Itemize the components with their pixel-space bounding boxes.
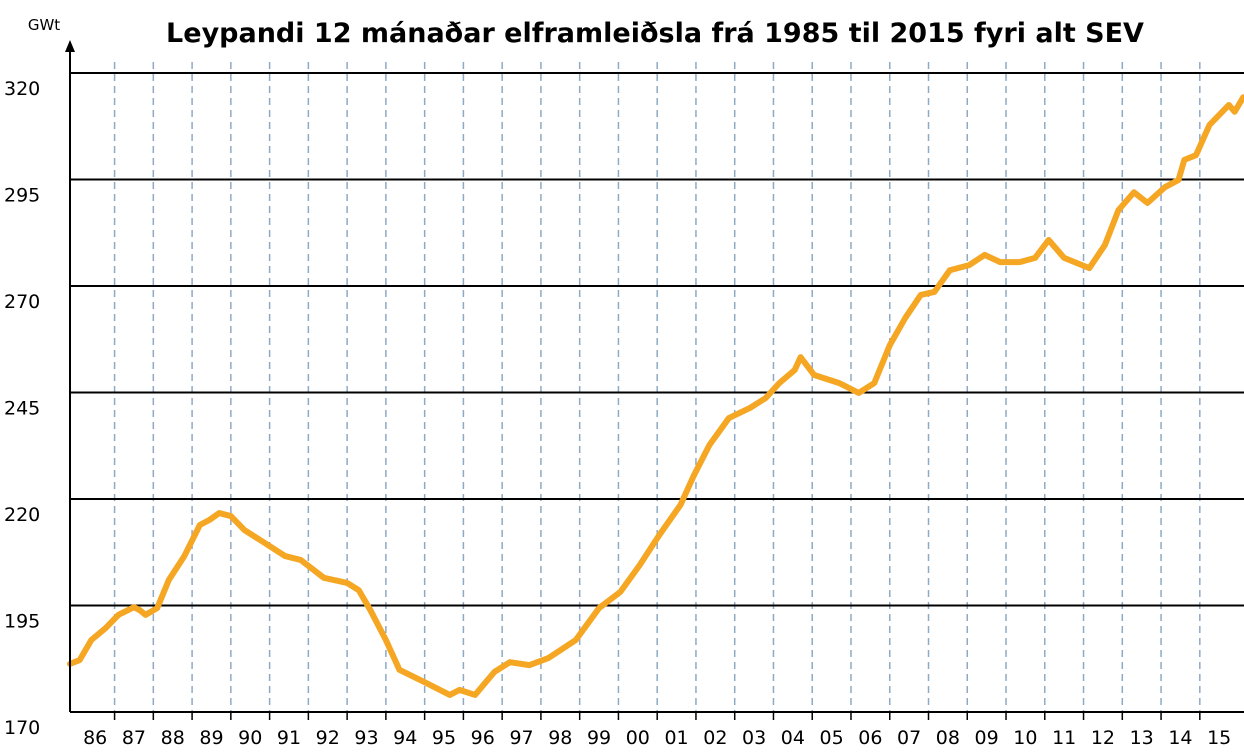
x-tick-label: 98 xyxy=(548,727,572,749)
x-tick-label: 91 xyxy=(277,727,301,749)
x-tick-label: 95 xyxy=(432,727,456,749)
y-tick-label: 245 xyxy=(4,398,40,420)
x-tick-label: 93 xyxy=(354,727,378,749)
x-tick-label: 08 xyxy=(936,727,960,749)
y-axis-label: GWt xyxy=(28,16,60,34)
x-tick-label: 11 xyxy=(1052,727,1076,749)
x-tick-label: 01 xyxy=(664,727,688,749)
x-tick-label: 00 xyxy=(626,727,650,749)
x-tick-label: 10 xyxy=(1013,727,1037,749)
x-tick-label: 07 xyxy=(897,727,921,749)
x-tick-label: 92 xyxy=(316,727,340,749)
chart-title: Leypandi 12 mánaðar elframleiðsla frá 19… xyxy=(166,18,1144,49)
x-tick-label: 87 xyxy=(122,727,146,749)
y-tick-label: 220 xyxy=(4,504,40,526)
x-tick-label: 96 xyxy=(471,727,495,749)
x-tick-label: 09 xyxy=(975,727,999,749)
x-tick-label: 04 xyxy=(781,727,805,749)
x-tick-label: 14 xyxy=(1168,727,1192,749)
x-tick-label: 94 xyxy=(393,727,417,749)
x-tick-label: 99 xyxy=(587,727,611,749)
x-tick-label: 86 xyxy=(83,727,107,749)
x-tick-label: 05 xyxy=(820,727,844,749)
data-line xyxy=(67,94,1244,698)
y-tick-label: 295 xyxy=(4,185,40,207)
y-tick-label: 170 xyxy=(4,717,40,739)
x-tick-label: 03 xyxy=(742,727,766,749)
x-tick-label: 12 xyxy=(1091,727,1115,749)
y-tick-label: 320 xyxy=(4,78,40,100)
x-tick-label: 90 xyxy=(238,727,262,749)
grid xyxy=(70,62,1244,720)
x-tick-label: 13 xyxy=(1130,727,1154,749)
y-tick-label: 195 xyxy=(4,611,40,633)
plot xyxy=(67,94,1244,698)
x-tick-label: 97 xyxy=(509,727,533,749)
x-tick-label: 02 xyxy=(703,727,727,749)
x-tick-label: 89 xyxy=(199,727,223,749)
x-tick-label: 15 xyxy=(1207,727,1231,749)
x-tick-label: 06 xyxy=(858,727,882,749)
x-tick-label: 88 xyxy=(161,727,185,749)
y-axis-arrow xyxy=(65,40,75,52)
y-tick-label: 270 xyxy=(4,291,40,313)
